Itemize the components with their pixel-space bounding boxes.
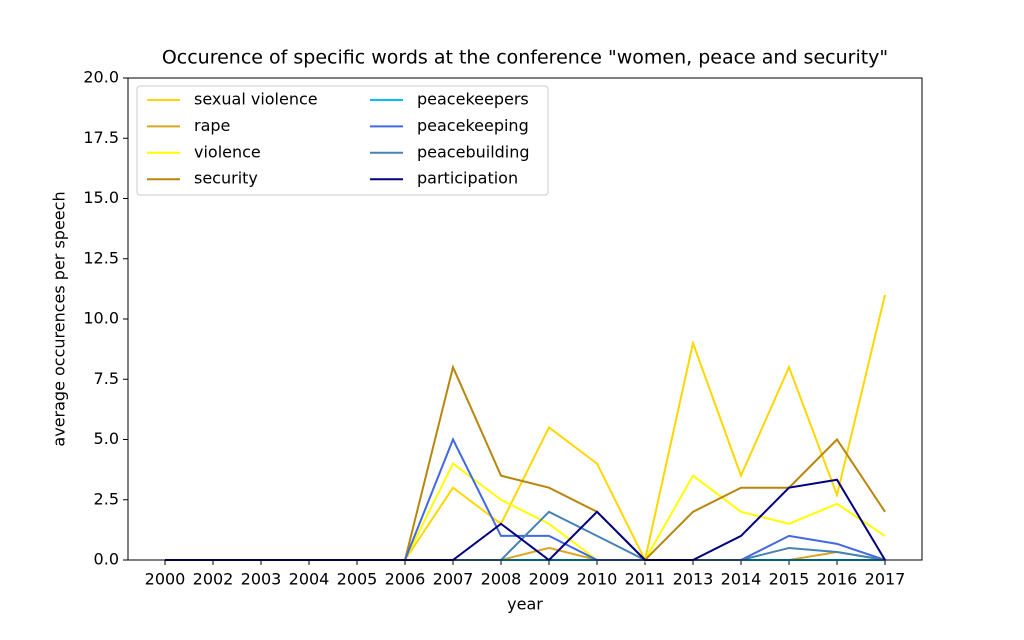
y-tick-label: 0.0 xyxy=(94,550,119,569)
x-tick-label: 2009 xyxy=(529,570,570,589)
x-tick-label: 2008 xyxy=(481,570,522,589)
legend-label: participation xyxy=(417,169,518,188)
y-tick-label: 12.5 xyxy=(83,248,119,267)
x-tick-label: 2003 xyxy=(241,570,282,589)
x-tick-label: 2002 xyxy=(193,570,234,589)
legend-label: security xyxy=(194,169,258,188)
y-tick-label: 10.0 xyxy=(83,309,119,328)
legend: sexual violence rape violence security peace… xyxy=(136,85,549,196)
y-tick-label: 2.5 xyxy=(94,489,119,508)
x-tick-label: 2016 xyxy=(817,570,858,589)
plot-frame xyxy=(127,77,923,561)
legend-label: violence xyxy=(194,142,261,161)
y-tick-label: 20.0 xyxy=(83,68,119,87)
chart-title: Occurence of specific words at the confe… xyxy=(162,47,888,69)
x-tick-label: 2011 xyxy=(625,570,666,589)
legend-label: rape xyxy=(194,116,230,135)
x-tick-label: 2010 xyxy=(577,570,618,589)
y-tick-label: 15.0 xyxy=(83,188,119,207)
series-line xyxy=(165,546,886,561)
y-axis-label: average occurences per speech xyxy=(50,191,69,446)
x-tick-label: 2017 xyxy=(865,570,906,589)
x-tick-label: 2005 xyxy=(337,570,378,589)
legend-box xyxy=(136,85,549,196)
x-tick-label: 2013 xyxy=(673,570,714,589)
legend-label: peacebuilding xyxy=(417,142,530,161)
series-line xyxy=(165,510,886,561)
x-axis-label: year xyxy=(507,595,543,614)
x-tick-label: 2007 xyxy=(433,570,474,589)
series-line xyxy=(165,462,886,561)
legend-label: peacekeepers xyxy=(417,90,529,109)
x-tick-label: 2006 xyxy=(385,570,426,589)
x-tick-label: 2014 xyxy=(721,570,762,589)
x-tick-label: 2015 xyxy=(769,570,810,589)
y-tick-label: 5.0 xyxy=(94,429,119,448)
legend-label: peacekeeping xyxy=(417,116,529,135)
x-tick-label: 2004 xyxy=(289,570,330,589)
y-tick-label: 17.5 xyxy=(83,128,119,147)
x-tick-label: 2000 xyxy=(145,570,186,589)
y-tick-label: 7.5 xyxy=(94,369,119,388)
legend-label: sexual violence xyxy=(194,90,318,109)
